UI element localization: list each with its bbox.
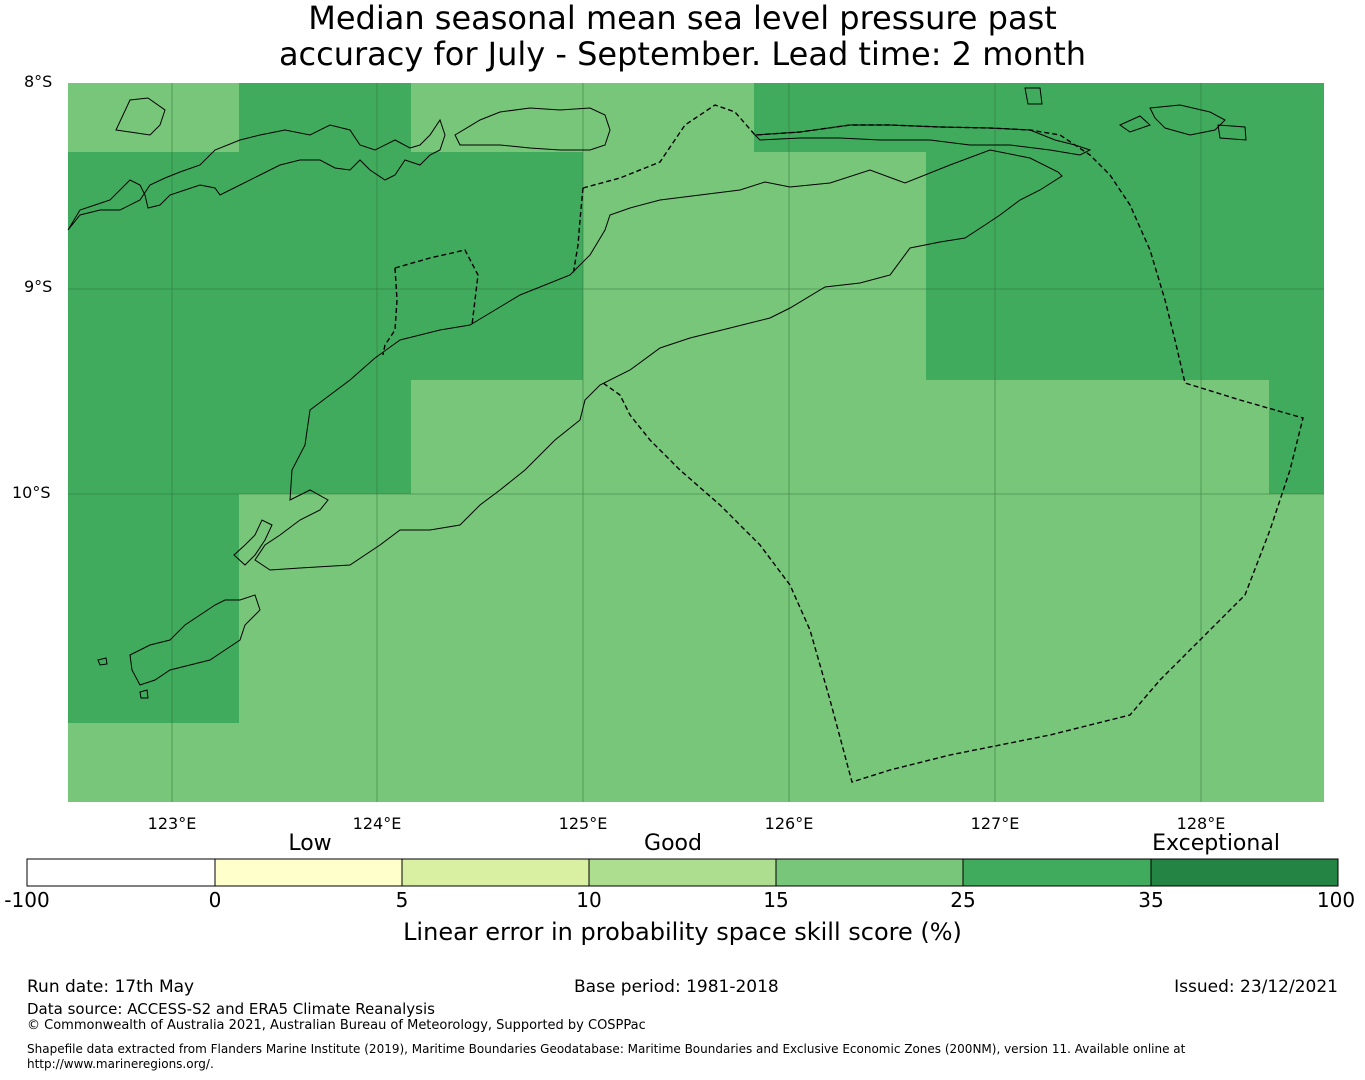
oecusse-boundary [382, 249, 479, 356]
shapefile-credit-line-2: http://www.marineregions.org/. [27, 1057, 214, 1071]
alor-island [454, 107, 611, 151]
title-line-2: accuracy for July - September. Lead time… [278, 35, 1087, 73]
timor-island-outline [254, 149, 1063, 571]
lat-label-8s: 8°S [24, 72, 53, 91]
title-line-1: Median seasonal mean sea level pressure … [308, 0, 1057, 37]
lat-label-10s: 10°S [12, 483, 51, 502]
run-date: Run date: 17th May [27, 977, 195, 997]
flores-coast [67, 118, 446, 231]
colorbar-tick-neg100: -100 [4, 888, 50, 912]
sumba-island [129, 594, 261, 686]
colorbar-bin-5-10 [401, 858, 590, 887]
colorbar-bin-0-5 [214, 858, 403, 887]
lon-label-128e: 128°E [1176, 814, 1226, 833]
cell [754, 83, 1324, 152]
colorbar-label: Linear error in probability space skill … [403, 918, 962, 946]
lon-label-124e: 124°E [352, 814, 402, 833]
colorbar-tick-0: 0 [208, 888, 222, 912]
colorbar-tick-10: 10 [576, 888, 602, 912]
islet-northeast [1118, 115, 1151, 133]
very-good-cells [68, 83, 1324, 723]
wetar-island [753, 124, 1092, 156]
cell [68, 494, 239, 723]
map-title: Median seasonal mean sea level pressure … [0, 0, 1365, 72]
cell [239, 83, 411, 152]
colorbar-tick-35: 35 [1138, 888, 1164, 912]
islet-sw-2 [139, 689, 149, 699]
babar-islands [1149, 104, 1226, 136]
issued-date: Issued: 23/12/2021 [1174, 977, 1338, 997]
cell [68, 380, 411, 494]
colorbar-frame [26, 858, 1339, 887]
colorbar-tick-15: 15 [763, 888, 789, 912]
colorbar-tick-100: 100 [1316, 888, 1356, 912]
cell [1269, 380, 1324, 494]
colorbar [26, 858, 1339, 887]
colorbar-bin-10-15 [588, 858, 777, 887]
cell [68, 152, 583, 380]
maritime-boundaries [382, 104, 1304, 783]
small-island-north [1024, 87, 1043, 105]
colorbar-bin-25-35 [962, 858, 1152, 887]
lon-label-126e: 126°E [764, 814, 814, 833]
coastlines [67, 87, 1247, 699]
colorbar-tick-5: 5 [395, 888, 409, 912]
base-period: Base period: 1981-2018 [574, 977, 779, 997]
islet-sw [97, 657, 108, 666]
western-boundary [572, 187, 584, 276]
graticule [68, 83, 1324, 802]
colorbar-tick-25: 25 [950, 888, 976, 912]
copyright: © Commonwealth of Australia 2021, Austra… [27, 1018, 646, 1033]
category-label-exceptional: Exceptional [1152, 831, 1280, 856]
data-source: Data source: ACCESS-S2 and ERA5 Climate … [27, 1000, 435, 1018]
islet-north [115, 97, 166, 136]
lon-label-127e: 127°E [970, 814, 1020, 833]
islet-east [1217, 124, 1247, 141]
timor-leste-eez [582, 104, 1304, 783]
colorbar-bin-15-25 [775, 858, 964, 887]
category-label-good: Good [644, 831, 702, 856]
colorbar-bin-35-100 [1150, 858, 1339, 887]
shapefile-credit-line-1: Shapefile data extracted from Flanders M… [27, 1042, 1186, 1056]
semau-island [233, 519, 273, 566]
lon-label-125e: 125°E [558, 814, 608, 833]
cell [926, 152, 1324, 380]
lat-label-9s: 9°S [24, 277, 53, 296]
category-label-low: Low [288, 831, 332, 856]
lon-label-123e: 123°E [147, 814, 197, 833]
colorbar-bin-neg100-0 [26, 858, 216, 887]
